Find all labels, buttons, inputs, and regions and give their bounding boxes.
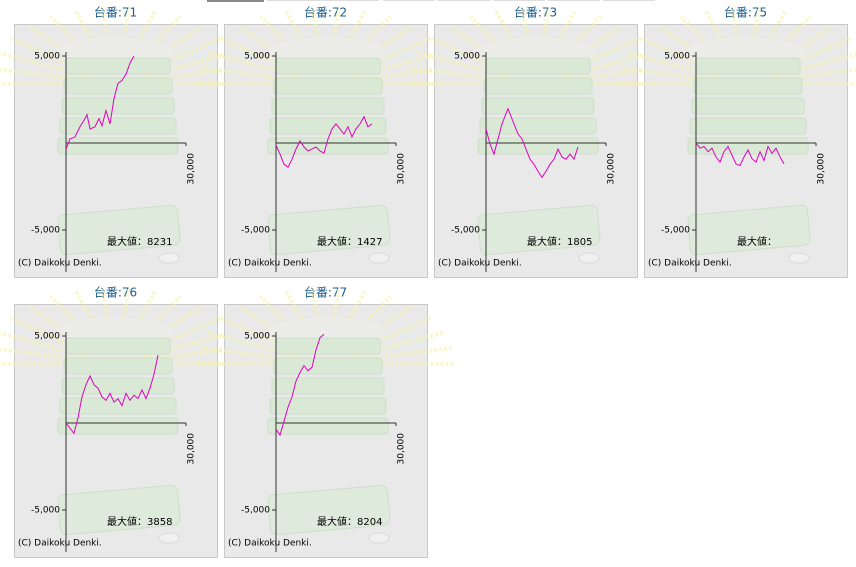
art-tier: [61, 97, 175, 115]
y-tick-label: -5,000: [661, 226, 690, 236]
tab[interactable]: [438, 0, 490, 1]
max-value: 最大値：3858: [107, 515, 172, 528]
y-tick-label: -5,000: [241, 506, 270, 516]
data-line: [275, 333, 325, 437]
art-tier: [693, 77, 803, 95]
art-tier: [267, 417, 389, 435]
background-art: [615, 6, 856, 264]
art-tier: [63, 357, 173, 375]
art-tier: [275, 57, 381, 75]
copyright: (C) Daikoku Denki.: [18, 259, 102, 269]
tab[interactable]: [548, 0, 600, 1]
art-tier: [479, 117, 597, 135]
background-art: [405, 6, 666, 264]
tab[interactable]: [267, 0, 379, 1]
max-value: 最大値：1805: [527, 235, 592, 248]
copyright: (C) Daikoku Denki.: [228, 539, 312, 549]
art-tier: [481, 97, 595, 115]
y-tick-label: -5,000: [31, 226, 60, 236]
y-tick-label: -5,000: [241, 226, 270, 236]
art-tray: [477, 204, 601, 256]
art-tier: [61, 377, 175, 395]
max-value: 最大値：8204: [317, 515, 382, 528]
art-tier: [65, 57, 171, 75]
art-tier: [477, 137, 599, 155]
tab[interactable]: [207, 0, 264, 2]
art-tier: [63, 77, 173, 95]
art-tier: [483, 77, 593, 95]
max-value: 最大値：: [737, 235, 777, 248]
art-tier: [269, 397, 387, 415]
y-tick-label: 5,000: [454, 52, 480, 62]
art-tier: [65, 337, 171, 355]
data-line: [695, 142, 785, 167]
art-tier: [689, 117, 807, 135]
art-cup: [368, 252, 390, 264]
art-tier: [485, 57, 591, 75]
art-tier: [57, 417, 179, 435]
x-tick-label: 30,000: [187, 153, 197, 185]
x-tick-label: 30,000: [397, 433, 407, 465]
art-tier: [271, 377, 385, 395]
art-tier: [273, 77, 383, 95]
art-tray: [267, 204, 391, 256]
art-tier: [687, 137, 809, 155]
art-tray: [57, 204, 181, 256]
copyright: (C) Daikoku Denki.: [438, 259, 522, 269]
x-tick-label: 30,000: [187, 433, 197, 465]
max-value: 最大値：8231: [107, 235, 172, 248]
x-tick-label: 30,000: [607, 153, 617, 185]
art-tray: [687, 204, 811, 256]
y-tick-label: 5,000: [244, 52, 270, 62]
tab[interactable]: [383, 0, 435, 1]
data-line: [275, 115, 373, 168]
art-cup: [368, 532, 390, 544]
background-art: [0, 286, 246, 544]
art-cup: [158, 532, 180, 544]
y-tick-label: 5,000: [244, 332, 270, 342]
art-tier: [691, 97, 805, 115]
y-tick-label: -5,000: [31, 506, 60, 516]
art-cup: [158, 252, 180, 264]
max-value: 最大値：1427: [317, 235, 382, 248]
art-tier: [275, 337, 381, 355]
art-tier: [271, 97, 385, 115]
tab[interactable]: [493, 0, 545, 1]
x-tick-label: 30,000: [817, 153, 827, 185]
art-tray: [267, 484, 391, 536]
y-tick-label: -5,000: [451, 226, 480, 236]
copyright: (C) Daikoku Denki.: [228, 259, 312, 269]
data-line: [65, 354, 159, 435]
y-tick-label: 5,000: [34, 52, 60, 62]
background-art: [0, 6, 246, 264]
art-cup: [788, 252, 810, 264]
art-tier: [269, 117, 387, 135]
art-tier: [57, 137, 179, 155]
background-art: [195, 6, 456, 264]
art-tray: [57, 484, 181, 536]
y-tick-label: 5,000: [34, 332, 60, 342]
data-line: [65, 55, 135, 150]
copyright: (C) Daikoku Denki.: [18, 539, 102, 549]
art-cup: [578, 252, 600, 264]
tab[interactable]: [603, 0, 655, 1]
background-art: [195, 286, 456, 544]
art-tier: [273, 357, 383, 375]
copyright: (C) Daikoku Denki.: [648, 259, 732, 269]
x-tick-label: 30,000: [397, 153, 407, 185]
art-tier: [695, 57, 801, 75]
tabs: [207, 0, 655, 2]
y-tick-label: 5,000: [664, 52, 690, 62]
data-line: [485, 107, 579, 179]
art-tier: [59, 397, 177, 415]
